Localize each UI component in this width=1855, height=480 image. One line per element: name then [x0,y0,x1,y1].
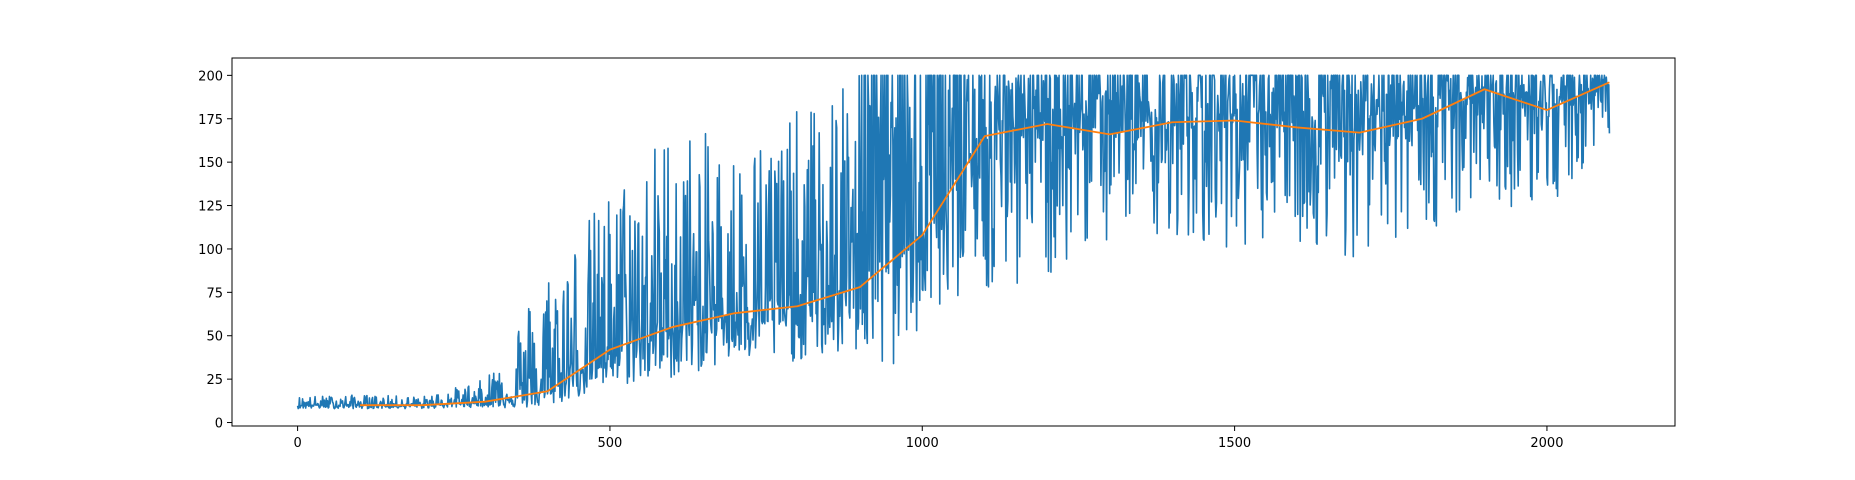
raw-series-line [296,74,1611,410]
plot-frame [231,57,1676,427]
raw-series [296,74,1611,410]
x-axis: 0 500 1000 1500 2000 [293,426,1563,451]
x-tick-label: 500 [598,436,623,451]
y-tick-label: 50 [206,330,223,345]
y-tick-label: 200 [198,69,223,84]
moving-average-series [360,81,1610,407]
y-tick-label: 150 [198,156,223,171]
y-tick-label: 25 [206,373,223,388]
x-tick-label: 1000 [906,436,939,451]
y-axis: 0 25 50 75 100 125 150 175 200 [198,69,232,432]
y-tick-label: 100 [198,243,223,258]
moving-average-line [360,81,1610,407]
y-tick-label: 125 [198,200,223,215]
y-tick-label: 175 [198,113,223,128]
x-tick-label: 2000 [1530,436,1563,451]
x-tick-label: 0 [293,436,301,451]
x-tick-label: 1500 [1218,436,1251,451]
y-tick-label: 75 [206,286,223,301]
y-tick-label: 0 [215,417,223,432]
